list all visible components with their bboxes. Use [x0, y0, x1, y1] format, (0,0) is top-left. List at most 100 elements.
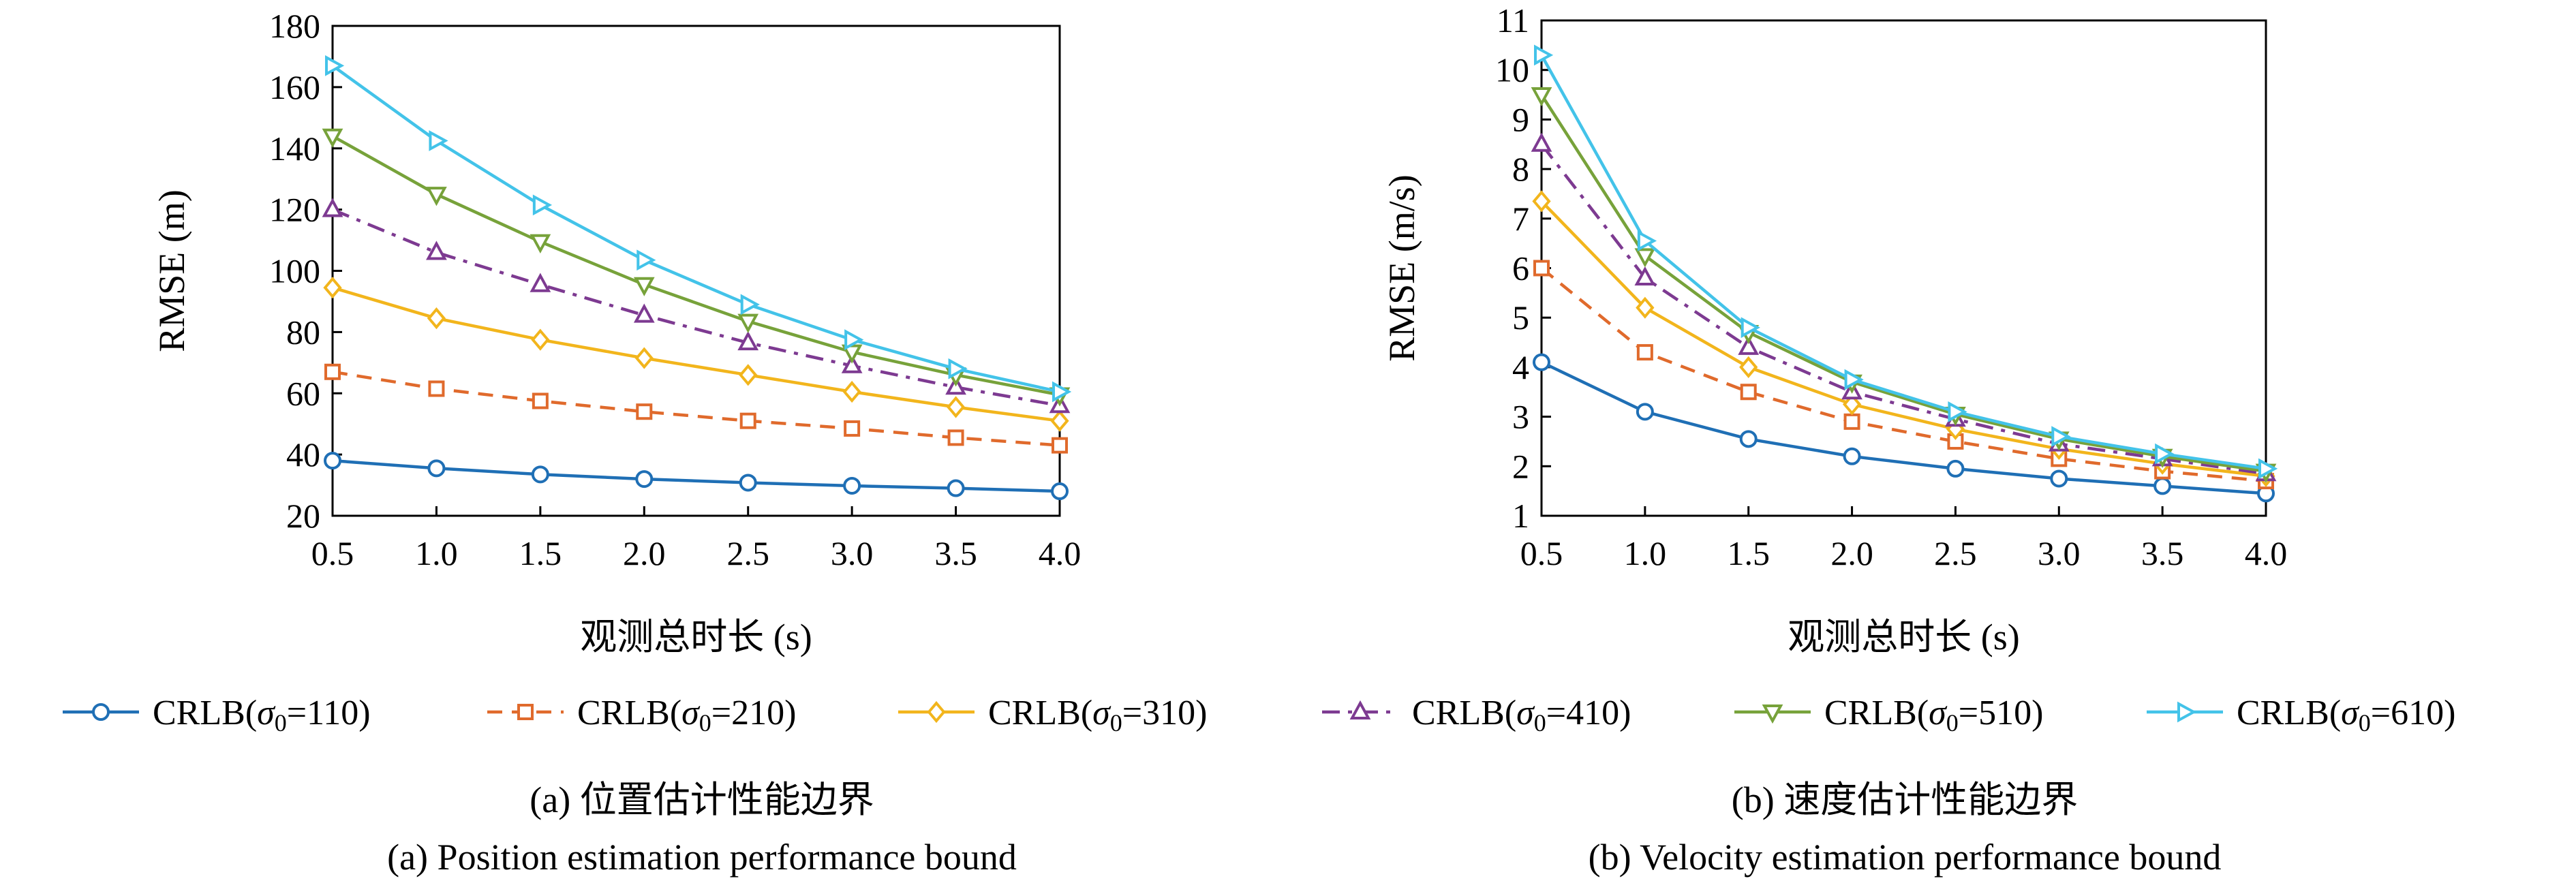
x-tick-label: 4.0 [2245, 534, 2288, 572]
x-tick-label: 2.0 [1830, 534, 1873, 572]
data-point [1739, 430, 1758, 448]
data-point [324, 363, 341, 380]
caption-english: (b) Velocity estimation performance boun… [1589, 837, 2222, 878]
data-point [2155, 443, 2175, 465]
data-point [1534, 44, 1554, 66]
series-1 [324, 452, 1069, 501]
y-tick-label: 140 [269, 129, 320, 168]
x-tick-label: 0.5 [1520, 534, 1563, 572]
x-tick-label: 2.5 [1934, 534, 1977, 572]
data-point [1844, 369, 1864, 390]
caption-english: (a) Position estimation performance boun… [387, 837, 1017, 878]
caption-chinese: (b) 速度估计性能边界 [1732, 779, 2078, 820]
x-tick-label: 1.5 [519, 534, 562, 572]
data-point [844, 329, 864, 350]
legend-marker [1349, 700, 1371, 719]
y-tick-label: 2 [1512, 447, 1529, 485]
legend-label: CRLB(σ0=310) [988, 694, 1207, 737]
data-point [429, 130, 448, 151]
legend-marker [1762, 704, 1783, 724]
x-tick-label: 4.0 [1039, 534, 1082, 572]
series-6 [1534, 44, 2278, 480]
legend-label: CRLB(σ0=110) [153, 694, 371, 737]
y-axis: 20 40 60 80 100 120 140 160 180 [269, 7, 342, 535]
y-tick-label: 8 [1512, 150, 1529, 188]
data-point [1741, 317, 1760, 339]
data-point [637, 249, 656, 271]
data-point [633, 303, 655, 323]
y-axis-label: RMSE (m/s) [1381, 174, 1422, 362]
series-line [1540, 266, 2267, 483]
legend-marker [517, 704, 534, 720]
data-point [426, 187, 447, 206]
data-point [947, 429, 964, 446]
legend-marker [92, 703, 110, 721]
legend-label: CRLB(σ0=210) [577, 694, 796, 737]
data-point [636, 403, 653, 420]
data-point [740, 294, 760, 315]
x-axis: 0.5 1.0 1.5 2.0 2.5 3.0 3.5 4.0 [311, 506, 1082, 572]
legend: CRLB(σ0=110) CRLB(σ0=210) CRLB(σ0=310) CRLB… [63, 694, 2455, 737]
series-line [332, 286, 1060, 422]
data-point [1051, 482, 1069, 501]
series-line [331, 64, 1060, 394]
data-point [739, 412, 756, 429]
y-tick-label: 5 [1512, 298, 1529, 337]
data-point [531, 465, 549, 484]
data-point [323, 277, 342, 299]
series-line [1541, 360, 2267, 495]
data-point [1946, 459, 1965, 478]
data-point [2051, 426, 2071, 448]
y-tick-label: 11 [1497, 1, 1529, 40]
series-line [1540, 200, 2267, 478]
series-line [1540, 143, 2267, 476]
data-point [1843, 413, 1860, 430]
x-tick-label: 3.5 [934, 534, 977, 572]
legend-marker [2177, 701, 2197, 723]
data-point [634, 347, 654, 369]
series-line [332, 208, 1060, 407]
data-point [1533, 260, 1550, 277]
x-tick-label: 0.5 [311, 534, 354, 572]
legend-entry: CRLB(σ0=610) [2147, 694, 2455, 737]
y-tick-label: 120 [269, 191, 320, 229]
y-tick-label: 4 [1512, 348, 1529, 386]
data-point [1948, 401, 1967, 422]
data-point [1531, 87, 1552, 107]
data-point [1532, 190, 1551, 213]
data-point [1842, 393, 1862, 416]
data-point [1634, 248, 1656, 268]
x-tick-label: 1.0 [1624, 534, 1667, 572]
y-axis-label: RMSE (m) [151, 189, 192, 352]
x-tick-label: 1.5 [1727, 534, 1770, 572]
x-axis: 0.5 1.0 1.5 2.0 2.5 3.0 3.5 4.0 [1520, 506, 2288, 572]
data-point [324, 452, 341, 470]
series-5 [322, 128, 1071, 407]
caption-chinese: (a) 位置估计性能边界 [530, 779, 874, 820]
velocity-chart: 1 2 3 4 5 6 7 8 9 10 11 0.5 1.0 1.5 2.0 2.5 3.0 3.5 4.0 R… [1381, 1, 2287, 878]
legend-label: CRLB(σ0=510) [1824, 694, 2043, 737]
data-point [1531, 132, 1552, 152]
x-tick-label: 2.5 [726, 534, 769, 572]
series-6 [325, 55, 1072, 403]
data-point [1052, 437, 1068, 454]
x-tick-label: 3.5 [2141, 534, 2184, 572]
data-point [947, 479, 965, 497]
data-point [946, 396, 966, 418]
data-point [633, 277, 655, 296]
data-point [841, 354, 863, 373]
data-point [428, 380, 445, 397]
plot-series [1531, 44, 2278, 503]
x-tick-label: 1.0 [415, 534, 458, 572]
legend-entry: CRLB(σ0=510) [1734, 694, 2043, 737]
series-line [332, 459, 1060, 493]
series-3 [323, 277, 1069, 432]
plot-series [322, 55, 1072, 501]
y-tick-label: 1 [1512, 497, 1529, 535]
data-point [1740, 384, 1757, 401]
y-tick-label: 3 [1512, 398, 1529, 436]
y-tick-label: 10 [1495, 51, 1529, 89]
data-point [842, 380, 861, 403]
legend-label: CRLB(σ0=610) [2237, 694, 2455, 737]
